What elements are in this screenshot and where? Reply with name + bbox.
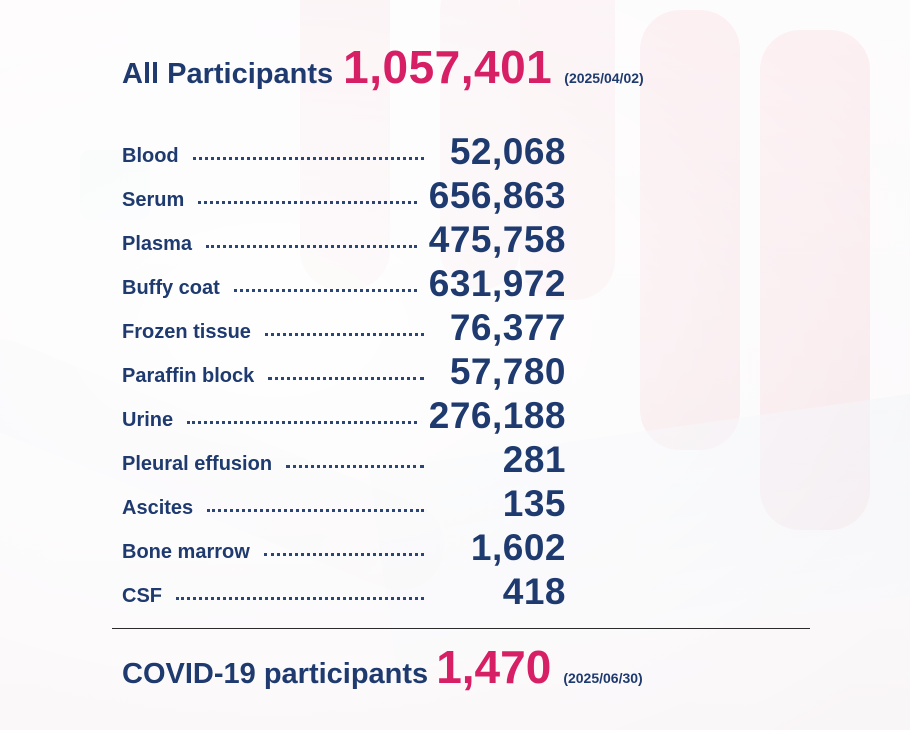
sample-count: 135	[502, 483, 566, 524]
sample-row-buffy-coat: Buffy coat 631,972	[122, 260, 566, 304]
dotted-leader	[233, 289, 417, 292]
dotted-leader	[198, 201, 417, 204]
covid-participants-date: (2025/06/30)	[563, 670, 643, 686]
sample-label: Serum	[122, 189, 185, 211]
dotted-leader	[286, 465, 424, 468]
dotted-leader	[207, 509, 424, 512]
dotted-leader	[176, 597, 424, 600]
sample-label: Paraffin block	[122, 365, 255, 387]
sample-row-csf: CSF 418	[122, 568, 566, 612]
sample-row-serum: Serum 656,863	[122, 172, 566, 216]
sample-label: CSF	[122, 585, 162, 607]
sample-row-ascites: Ascites 135	[122, 480, 566, 524]
section-divider	[112, 628, 810, 629]
dotted-leader	[263, 553, 424, 556]
total-participants-count: 1,057,401	[343, 41, 553, 93]
covid-participants-count: 1,470	[436, 641, 552, 693]
sample-count: 1,602	[470, 527, 566, 568]
total-participants-label: All Participants	[122, 58, 334, 90]
total-participants-date: (2025/04/02)	[564, 70, 644, 86]
sample-row-frozen-tissue: Frozen tissue 76,377	[122, 304, 566, 348]
sample-label: Bone marrow	[122, 541, 250, 563]
dotted-leader	[206, 245, 417, 248]
covid-participants-heading: COVID-19 participants 1,470 (2025/06/30)	[122, 640, 643, 694]
sample-row-pleural-effusion: Pleural effusion 281	[122, 436, 566, 480]
sample-label: Buffy coat	[122, 277, 220, 299]
sample-count: 281	[502, 439, 566, 480]
sample-label: Frozen tissue	[122, 321, 251, 343]
sample-label: Urine	[122, 409, 174, 431]
sample-count: 656,863	[428, 175, 566, 216]
sample-label: Blood	[122, 145, 179, 167]
sample-count: 76,377	[449, 307, 566, 348]
sample-count: 57,780	[449, 351, 566, 392]
dotted-leader	[268, 377, 424, 380]
sample-count: 418	[502, 571, 566, 612]
sample-type-list: Blood 52,068 Serum 656,863 Plasma 475,75…	[122, 128, 566, 612]
dotted-leader	[264, 333, 424, 336]
sample-label: Ascites	[122, 497, 194, 519]
dotted-leader	[192, 157, 424, 160]
sample-row-bone-marrow: Bone marrow 1,602	[122, 524, 566, 568]
sample-label: Pleural effusion	[122, 453, 273, 475]
total-participants-heading: All Participants 1,057,401 (2025/04/02)	[122, 40, 644, 94]
sample-row-blood: Blood 52,068	[122, 128, 566, 172]
sample-count: 52,068	[449, 131, 566, 172]
sample-row-urine: Urine 276,188	[122, 392, 566, 436]
sample-count: 631,972	[428, 263, 566, 304]
sample-row-paraffin-block: Paraffin block 57,780	[122, 348, 566, 392]
sample-row-plasma: Plasma 475,758	[122, 216, 566, 260]
sample-count: 475,758	[428, 219, 566, 260]
covid-participants-label: COVID-19 participants	[122, 658, 429, 690]
sample-count: 276,188	[428, 395, 566, 436]
sample-label: Plasma	[122, 233, 193, 255]
dotted-leader	[187, 421, 417, 424]
